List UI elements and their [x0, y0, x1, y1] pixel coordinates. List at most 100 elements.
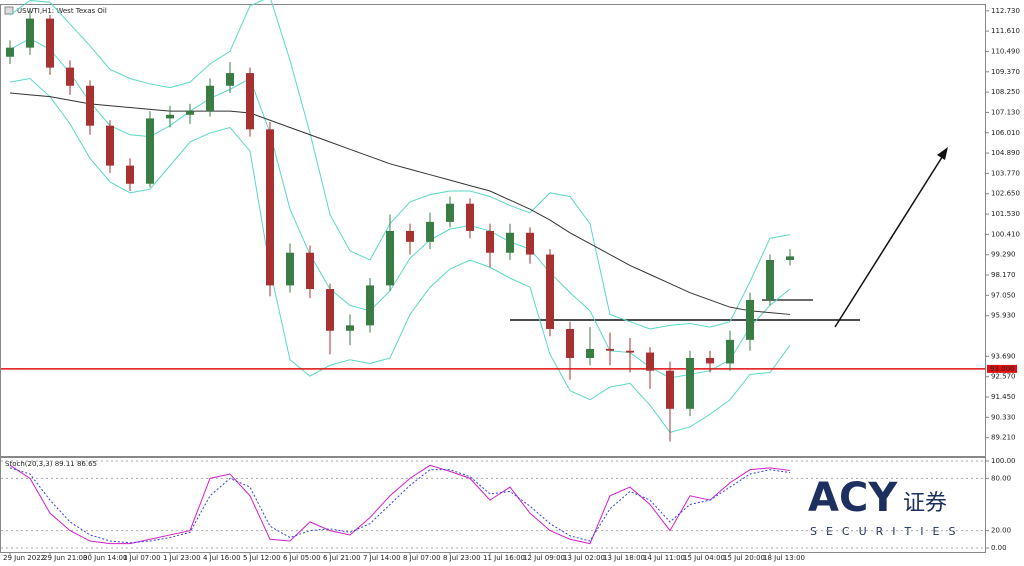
stoch-title: Stoch(20,3,3) 89.11 86.65	[5, 460, 97, 468]
stoch-line	[9, 464, 791, 545]
candle-body	[446, 203, 454, 222]
candle-body	[26, 18, 34, 48]
candle-body	[646, 352, 654, 371]
candle-body	[286, 252, 294, 286]
price-panel	[0, 4, 986, 457]
candle-body	[366, 285, 374, 326]
x-tick-label: 13 Jul 02:00	[563, 554, 605, 562]
y-tick-label: 98.170	[991, 271, 1016, 279]
candle-body	[766, 259, 774, 300]
candle-body	[46, 18, 54, 68]
y-tick-label: 80.00	[991, 474, 1011, 482]
logo-sub: SECURITIES	[810, 525, 964, 538]
candle-body	[226, 73, 234, 86]
x-tick-label: 14 Jul 11:00	[643, 554, 685, 562]
candle-body	[206, 85, 214, 112]
y-tick-label: 111.610	[991, 27, 1020, 35]
logo-name: ACY	[808, 475, 898, 521]
y-tick-label: 93.690	[991, 352, 1016, 360]
logo-cn: 证券	[903, 491, 947, 516]
candle-body	[506, 232, 514, 253]
candle-body	[66, 67, 74, 86]
arrow	[834, 153, 945, 328]
candle-body	[466, 203, 474, 231]
x-tick-label: 8 Jul 07:00	[403, 554, 441, 562]
stoch-panel	[0, 457, 986, 553]
x-tick-label: 30 Jun 14:00	[83, 554, 127, 562]
candle-body	[586, 348, 594, 358]
y-tick-label: 101.530	[991, 210, 1020, 218]
x-tick-label: 6 Jul 05:00	[283, 554, 321, 562]
x-tick-label: 7 Jul 14:00	[363, 554, 401, 562]
candle-body	[306, 252, 314, 290]
y-tick-label: 106.010	[991, 129, 1020, 137]
candle-body	[426, 221, 434, 242]
candle-body	[86, 85, 94, 126]
y-tick-label: 107.130	[991, 108, 1020, 116]
overlay-line	[9, 92, 791, 315]
candle-body	[6, 47, 14, 57]
y-tick-label: 100.410	[991, 230, 1020, 238]
candle-body	[526, 232, 534, 255]
level-label: 93.000	[990, 365, 1015, 373]
y-tick-label: 100.00	[991, 457, 1016, 465]
x-tick-label: 12 Jul 09:00	[523, 554, 565, 562]
x-tick-label: 4 Jul 16:00	[203, 554, 241, 562]
candle-body	[546, 254, 554, 329]
y-tick-label: 92.570	[991, 373, 1016, 381]
stoch-line	[9, 467, 791, 544]
y-tick-label: 97.050	[991, 291, 1016, 299]
overlay-line	[9, 38, 791, 379]
y-tick-label: 89.210	[991, 434, 1016, 442]
y-tick-label: 91.450	[991, 393, 1016, 401]
candle-body	[246, 73, 254, 130]
overlay-line	[9, 77, 791, 433]
candle-body	[326, 289, 334, 331]
x-tick-label: 6 Jul 21:00	[323, 554, 361, 562]
y-tick-label: 95.930	[991, 312, 1016, 320]
candle-body	[726, 339, 734, 364]
symbol-icon	[4, 6, 14, 15]
y-tick-label: 90.330	[991, 413, 1016, 421]
level-tag	[987, 364, 1017, 373]
x-tick-label: 13 Jul 18:00	[603, 554, 645, 562]
y-tick-label: 99.290	[991, 251, 1016, 259]
x-tick-label: 11 Jul 16:00	[483, 554, 525, 562]
x-tick-label: 18 Jul 13:00	[763, 554, 805, 562]
candle-body	[186, 111, 194, 115]
candle-body	[686, 357, 694, 409]
candle-body	[566, 328, 574, 358]
y-tick-label: 103.770	[991, 169, 1020, 177]
candle-body	[166, 114, 174, 119]
candle-body	[606, 348, 614, 351]
y-tick-label: 108.250	[991, 88, 1020, 96]
x-tick-label: 1 Jul 23:00	[163, 554, 201, 562]
y-tick-label: 102.650	[991, 190, 1020, 198]
y-tick-label: 0.00	[991, 544, 1007, 552]
logo: ACY 证券 SECURITIES	[808, 475, 964, 538]
y-tick-label: 110.490	[991, 47, 1020, 55]
x-tick-label: 15 Jul 04:00	[683, 554, 725, 562]
candle-body	[406, 230, 414, 242]
overlay-line	[9, 0, 791, 330]
chart-title: USWTI,H1: West Texas Oil	[17, 7, 107, 15]
candle-body	[146, 118, 154, 184]
x-tick-label: 29 Jun 21:00	[43, 554, 87, 562]
candle-body	[626, 350, 634, 353]
x-tick-label: 8 Jul 23:00	[443, 554, 481, 562]
y-tick-label: 112.730	[991, 7, 1020, 15]
candle-body	[266, 129, 274, 286]
candle-body	[106, 125, 114, 166]
x-tick-label: 1 Jul 07:00	[123, 554, 161, 562]
candle-body	[486, 230, 494, 253]
candle-body	[746, 299, 754, 340]
candle-body	[386, 230, 394, 286]
x-tick-label: 29 Jun 2022	[3, 554, 45, 562]
candle-body	[126, 165, 134, 184]
y-tick-label: 109.370	[991, 68, 1020, 76]
x-tick-label: 5 Jul 12:00	[243, 554, 281, 562]
candle-body	[706, 357, 714, 364]
y-tick-label: 104.890	[991, 149, 1020, 157]
arrow-head	[937, 147, 948, 160]
